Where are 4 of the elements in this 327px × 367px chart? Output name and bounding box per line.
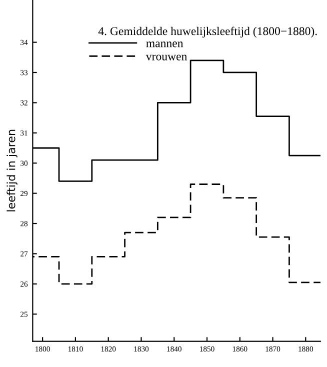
text: 4. Gemiddelde huwelijksleeftijd (1800−1880). [98,26,317,38]
y-axis-title: leeftijd in jaren [6,130,18,212]
legend-label: vrouwen [146,54,188,60]
legend-label: mannen [146,42,184,48]
